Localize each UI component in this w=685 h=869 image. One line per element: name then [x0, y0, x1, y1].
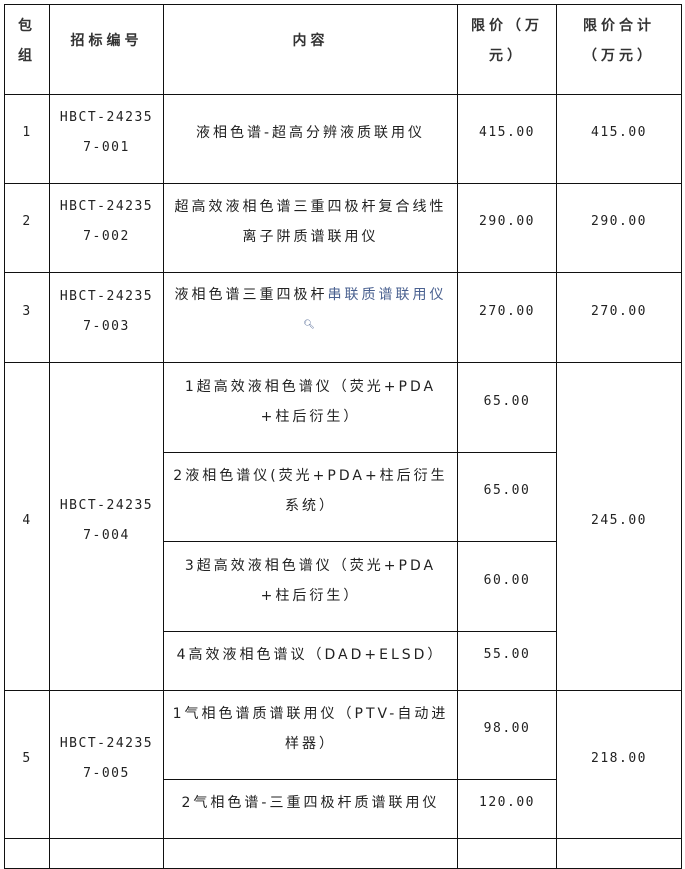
content-link[interactable]: 串联质谱联用仪 — [327, 286, 447, 303]
content-cell: 4高效液相色谱议（DAD+ELSD） — [163, 631, 458, 691]
package-cell: 2 — [4, 183, 50, 273]
content-text: 液相色谱三重四极杆 — [174, 286, 328, 303]
package-cell: 1 — [4, 94, 50, 184]
limit-cell: 65.00 — [457, 452, 557, 542]
content-cell: 液相色谱-超高分辨液质联用仪 — [163, 94, 458, 184]
total-cell: 218.00 — [556, 690, 682, 839]
content-cell: 2液相色谱仪(荧光+PDA+柱后衍生系统） — [163, 452, 458, 542]
limit-cell: 60.00 — [457, 541, 557, 632]
total-cell: 245.00 — [556, 362, 682, 691]
limit-cell: 98.00 — [457, 690, 557, 780]
limit-cell: 65.00 — [457, 362, 557, 453]
content-cell: 1气相色谱质谱联用仪（PTV-自动进样器） — [163, 690, 458, 780]
empty-cell — [49, 838, 164, 869]
limit-cell: 270.00 — [457, 272, 557, 363]
total-cell: 415.00 — [556, 94, 682, 184]
bid-no-cell: HBCT-242357-001 — [49, 94, 164, 184]
total-cell: 270.00 — [556, 272, 682, 363]
limit-cell: 120.00 — [457, 779, 557, 839]
header-limit: 限价（万元） — [457, 4, 557, 95]
empty-cell — [163, 838, 458, 869]
table-row: 4 HBCT-242357-004 1超高效液相色谱仪（荧光+PDA+柱后衍生）… — [4, 362, 682, 691]
content-cell: 1超高效液相色谱仪（荧光+PDA+柱后衍生） — [163, 362, 458, 453]
header-limit-total: 限价合计（万元） — [556, 4, 682, 95]
bid-no-cell: HBCT-242357-004 — [49, 362, 164, 691]
bid-no-cell: HBCT-242357-002 — [49, 183, 164, 273]
table-row: 1 HBCT-242357-001 液相色谱-超高分辨液质联用仪 415.00 … — [4, 94, 682, 184]
table-subrow: 3超高效液相色谱仪（荧光+PDA+柱后衍生） 60.00 — [5, 541, 682, 632]
content-cell: 液相色谱三重四极杆串联质谱联用仪 🔍︎ — [163, 272, 458, 363]
header-bid-no: 招标编号 — [49, 4, 164, 95]
bid-no-cell: HBCT-242357-003 — [49, 272, 164, 363]
table-row-next — [4, 838, 682, 869]
empty-cell — [556, 838, 682, 869]
table-row: 2 HBCT-242357-002 超高效液相色谱三重四极杆复合线性离子阱质谱联… — [4, 183, 682, 273]
limit-cell: 290.00 — [457, 183, 557, 273]
bid-no-cell: HBCT-242357-005 — [49, 690, 164, 839]
table-subrow: 2液相色谱仪(荧光+PDA+柱后衍生系统） 65.00 — [5, 452, 682, 542]
empty-cell — [4, 838, 50, 869]
package-cell: 3 — [4, 272, 50, 363]
table-subrow: 2气相色谱-三重四极杆质谱联用仪 120.00 — [5, 779, 682, 839]
search-icon[interactable]: 🔍︎ — [303, 319, 318, 330]
table-subrow: 4高效液相色谱议（DAD+ELSD） 55.00 — [5, 631, 682, 691]
price-table: 包组 招标编号 内容 限价（万元） 限价合计（万元） 1 HBCT-242357… — [4, 4, 682, 869]
table-row: 5 HBCT-242357-005 1气相色谱质谱联用仪（PTV-自动进样器） … — [4, 690, 682, 839]
limit-cell: 55.00 — [457, 631, 557, 691]
content-cell: 2气相色谱-三重四极杆质谱联用仪 — [163, 779, 458, 839]
content-cell: 超高效液相色谱三重四极杆复合线性离子阱质谱联用仪 — [163, 183, 458, 273]
header-row: 包组 招标编号 内容 限价（万元） 限价合计（万元） — [4, 4, 682, 95]
limit-cell: 415.00 — [457, 94, 557, 184]
empty-cell — [457, 838, 557, 869]
header-package: 包组 — [4, 4, 50, 95]
package-cell: 4 — [4, 362, 50, 691]
package-cell: 5 — [4, 690, 50, 839]
table-row: 3 HBCT-242357-003 液相色谱三重四极杆串联质谱联用仪 🔍︎ 270… — [4, 272, 682, 363]
header-content: 内容 — [163, 4, 458, 95]
content-cell: 3超高效液相色谱仪（荧光+PDA+柱后衍生） — [163, 541, 458, 632]
total-cell: 290.00 — [556, 183, 682, 273]
